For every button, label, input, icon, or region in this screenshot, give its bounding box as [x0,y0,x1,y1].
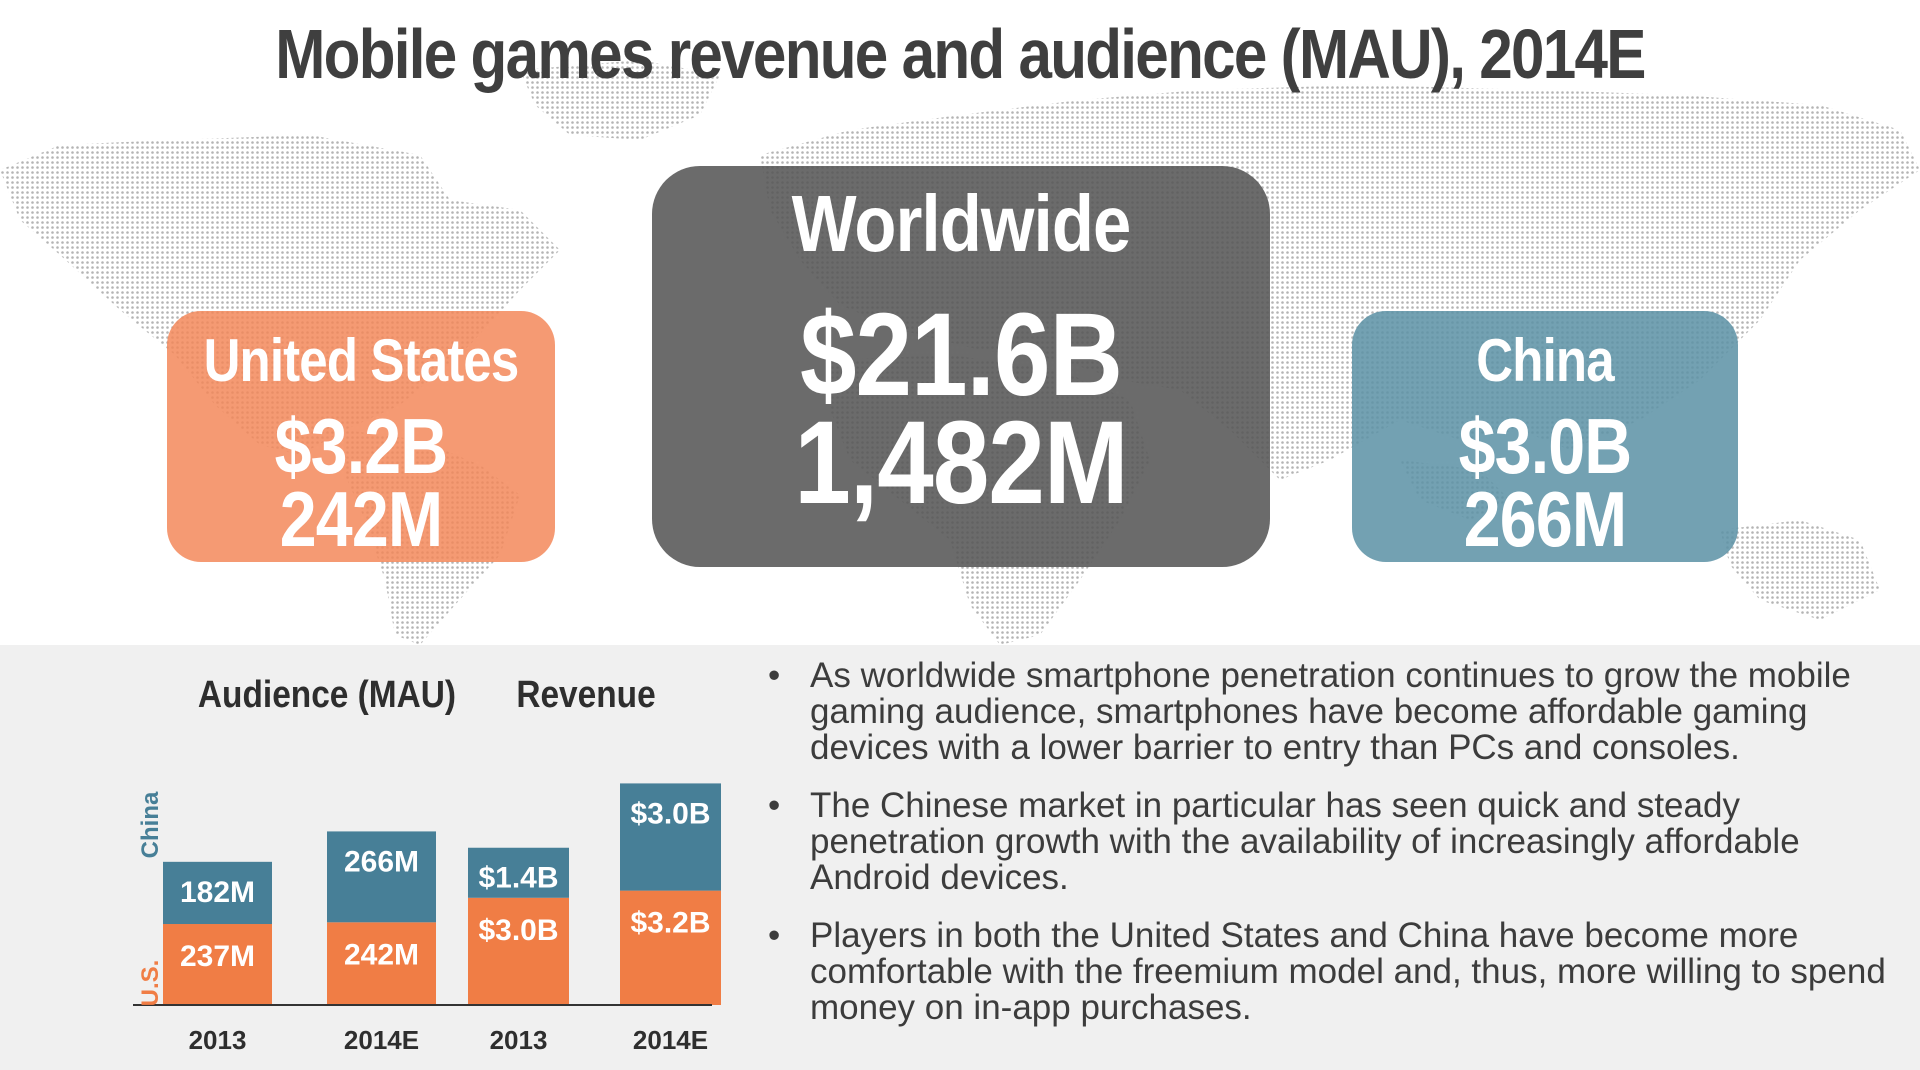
bar-label-us: 237M [180,940,255,973]
bar-china [163,861,272,925]
bar-label-china: 182M [180,876,255,909]
bar-label-us: $3.2B [630,907,710,940]
bullet-text: Players in both the United States and Ch… [810,916,1886,1027]
bullet-text: The Chinese market in particular has see… [810,786,1800,897]
bar-us [620,890,721,1005]
bar-us [468,897,569,1005]
bullet-dot: • [768,786,781,825]
us-revenue: $3.2B [274,402,449,490]
bar-label-china: $3.0B [630,797,710,830]
china-audience: 266M [1463,475,1627,563]
x-tick-label: 2013 [490,1025,548,1055]
china-card: China $3.0B 266M [1352,311,1738,562]
chart-group-title: Revenue [516,673,655,715]
continent-shape [1720,520,1880,620]
series-label-us: U.S. [137,960,164,1007]
bar-label-china: $1.4B [478,862,558,895]
china-revenue: $3.0B [1458,402,1633,490]
x-tick-label: 2014E [633,1025,708,1055]
us-card-title: United States [203,327,520,394]
bullet-item: • Players in both the United States and C… [762,918,1902,1026]
bullet-item: • The Chinese market in particular has se… [762,788,1902,896]
bullet-item: • As worldwide smartphone penetration con… [762,658,1902,766]
bar-us [163,924,272,1005]
bar-china [327,831,436,923]
bar-china [468,847,569,898]
bar-china [620,783,721,891]
bullet-dot: • [768,916,781,955]
bar-label-us: 242M [344,938,419,971]
worldwide-card-title: Worldwide [791,179,1132,268]
bullet-text: As worldwide smartphone penetration cont… [810,656,1851,767]
worldwide-revenue: $21.6B [799,289,1123,421]
stacked-bar-chart: Audience (MAU) 237M 182M 2013 242M 266M 2014E R… [133,673,721,1055]
china-card-title: China [1476,327,1614,394]
us-audience: 242M [279,475,443,563]
continent-shape [520,60,720,140]
bar-label-us: $3.0B [478,914,558,947]
x-tick-label: 2014E [344,1025,419,1055]
bar-label-china: 266M [344,845,419,878]
worldwide-audience: 1,482M [794,397,1128,529]
bar-us [327,922,436,1005]
us-card: United States $3.2B 242M [167,311,555,562]
chart-group-title: Audience (MAU) [198,673,456,715]
bullet-dot: • [768,656,781,695]
x-tick-label: 2013 [189,1025,247,1055]
series-label-china: China [137,791,164,858]
bottom-panel [0,645,1920,1070]
worldwide-card: Worldwide $21.6B 1,482M [652,166,1270,567]
page-title: Mobile games revenue and audience (MAU),… [275,15,1646,93]
bullet-list: • As worldwide smartphone penetration con… [762,658,1902,1048]
